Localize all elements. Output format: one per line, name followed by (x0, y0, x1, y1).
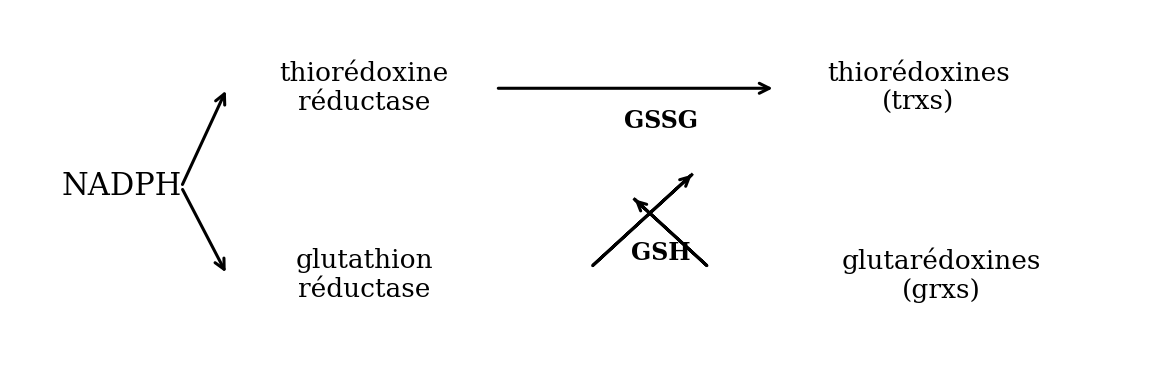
Text: GSSG: GSSG (624, 109, 699, 133)
Text: thiorédoxine
réductase: thiorédoxine réductase (280, 61, 449, 115)
Text: GSH: GSH (632, 241, 691, 265)
Text: thiorédoxines
(trxs): thiorédoxines (trxs) (826, 61, 1009, 115)
Text: glutathion
réductase: glutathion réductase (296, 248, 433, 302)
Text: NADPH: NADPH (61, 172, 182, 202)
Text: glutarédoxines
(grxs): glutarédoxines (grxs) (841, 247, 1041, 303)
